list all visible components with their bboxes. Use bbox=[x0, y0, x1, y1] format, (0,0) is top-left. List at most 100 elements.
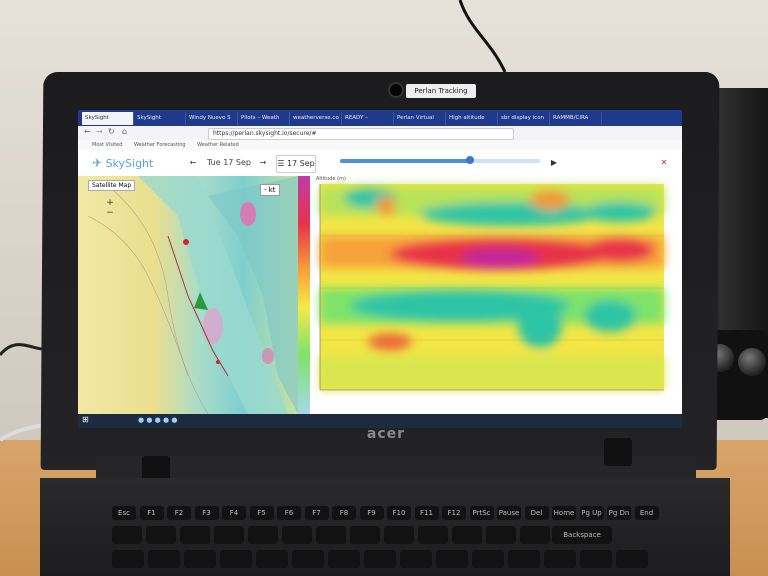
app-toolbar bbox=[78, 150, 682, 177]
key[interactable] bbox=[148, 550, 180, 568]
key[interactable]: Pause bbox=[497, 506, 521, 520]
browser-tab[interactable]: Pilots – Weath bbox=[238, 112, 290, 125]
key[interactable]: Home bbox=[552, 506, 576, 520]
units-button[interactable]: - kt bbox=[260, 184, 280, 196]
address-bar[interactable]: https://perlan.skysight.io/secure/# bbox=[208, 128, 514, 140]
taskbar-app-icons[interactable]: ● ● ● ● ● bbox=[138, 416, 178, 424]
key[interactable] bbox=[220, 550, 252, 568]
key[interactable] bbox=[292, 550, 324, 568]
calendar-button[interactable]: ☰ 17 Sep bbox=[276, 155, 316, 173]
key[interactable] bbox=[472, 550, 504, 568]
key[interactable] bbox=[214, 526, 244, 544]
browser-tab[interactable]: Windy Nuevo S bbox=[186, 112, 238, 125]
backspace-key[interactable]: Backspace bbox=[552, 526, 612, 544]
windows-start-icon[interactable]: ⊞ bbox=[82, 415, 89, 424]
forward-icon[interactable]: → bbox=[96, 127, 103, 136]
laptop-brand-logo: acer bbox=[366, 426, 406, 442]
key[interactable] bbox=[520, 526, 550, 544]
key[interactable] bbox=[184, 550, 216, 568]
next-day-button[interactable]: → bbox=[259, 158, 267, 167]
browser-tab[interactable]: SkySight bbox=[134, 112, 186, 125]
key[interactable] bbox=[282, 526, 312, 544]
bass-knob bbox=[738, 348, 766, 376]
key[interactable]: Del bbox=[524, 506, 549, 520]
key[interactable]: Pg Dn bbox=[607, 506, 631, 520]
key[interactable] bbox=[256, 550, 288, 568]
key[interactable]: F5 bbox=[249, 506, 274, 520]
key[interactable]: F12 bbox=[442, 506, 466, 520]
webcam-sticker: Perlan Tracking bbox=[406, 84, 476, 98]
satellite-map-button[interactable]: Satellite Map bbox=[88, 180, 136, 191]
date-label[interactable]: Tue 17 Sep bbox=[206, 158, 251, 167]
keyboard: Esc F1 F2 F3 F4 F5 F6 F7 F8 F9 F10 F11 F12 PrtSc Pause… bbox=[112, 506, 672, 576]
home-icon[interactable]: ⌂ bbox=[122, 127, 128, 136]
key[interactable]: F10 bbox=[387, 506, 411, 520]
key[interactable] bbox=[248, 526, 278, 544]
key[interactable] bbox=[112, 526, 142, 544]
reload-icon[interactable]: ↻ bbox=[108, 127, 115, 136]
key[interactable] bbox=[350, 526, 380, 544]
bookmark-most-visited[interactable]: Most Visited bbox=[92, 142, 123, 148]
color-scale bbox=[298, 176, 310, 414]
key[interactable] bbox=[436, 550, 468, 568]
map-canvas bbox=[78, 176, 298, 414]
key[interactable]: F1 bbox=[139, 506, 164, 520]
key[interactable] bbox=[364, 550, 396, 568]
key[interactable]: PrtSc bbox=[469, 506, 494, 520]
key[interactable]: F2 bbox=[167, 506, 191, 520]
key[interactable]: F7 bbox=[304, 506, 329, 520]
key[interactable] bbox=[508, 550, 540, 568]
key[interactable] bbox=[616, 550, 648, 568]
key[interactable] bbox=[146, 526, 176, 544]
close-icon[interactable]: ✕ bbox=[660, 158, 668, 167]
hinge-right bbox=[604, 438, 632, 466]
key[interactable] bbox=[180, 526, 210, 544]
key[interactable]: F9 bbox=[359, 506, 384, 520]
key[interactable] bbox=[328, 550, 360, 568]
glider-icon: ✈ bbox=[92, 156, 103, 170]
key[interactable] bbox=[384, 526, 414, 544]
key[interactable] bbox=[486, 526, 516, 544]
key[interactable] bbox=[400, 550, 432, 568]
prev-day-button[interactable]: ← bbox=[189, 158, 197, 167]
zoom-out-button[interactable]: − bbox=[106, 208, 114, 218]
skysight-logo: ✈ SkySight bbox=[92, 156, 154, 170]
bookmarks-bar: Most Visited Weather Forecasting Weather… bbox=[78, 140, 682, 150]
key[interactable]: F8 bbox=[332, 506, 356, 520]
time-slider[interactable] bbox=[340, 156, 540, 164]
play-icon[interactable]: ▶ bbox=[550, 158, 558, 167]
browser-tab-bar bbox=[78, 110, 682, 126]
key[interactable] bbox=[316, 526, 346, 544]
cross-section-chart[interactable]: Altitude (m) bbox=[310, 176, 682, 414]
browser-tab[interactable]: SkySight bbox=[82, 112, 134, 125]
browser-tab[interactable]: Perlan Virtual bbox=[394, 112, 446, 125]
key[interactable]: F4 bbox=[222, 506, 246, 520]
time-slider-handle[interactable] bbox=[466, 156, 474, 164]
zoom-in-button[interactable]: + bbox=[106, 198, 114, 208]
bookmark-weather-related[interactable]: Weather Related bbox=[197, 142, 239, 148]
browser-tab[interactable]: sbr display icon bbox=[498, 112, 550, 125]
key[interactable] bbox=[580, 550, 612, 568]
key[interactable]: End bbox=[634, 506, 659, 520]
chart-title: Altitude (m) bbox=[316, 176, 346, 182]
menu-icon: ☰ bbox=[277, 159, 287, 168]
key[interactable]: F11 bbox=[414, 506, 439, 520]
browser-tab[interactable]: RAMMB/CIRA bbox=[550, 112, 602, 125]
browser-tab[interactable]: weatherverse.co bbox=[290, 112, 342, 125]
time-slider-fill bbox=[340, 159, 470, 163]
windows-taskbar: ⊞ ● ● ● ● ● bbox=[78, 414, 682, 428]
key[interactable]: F3 bbox=[194, 506, 219, 520]
bookmark-weather-forecasting[interactable]: Weather Forecasting bbox=[134, 142, 186, 148]
key[interactable]: Pg Up bbox=[579, 506, 604, 520]
key[interactable] bbox=[452, 526, 482, 544]
key[interactable] bbox=[112, 550, 144, 568]
key[interactable] bbox=[544, 550, 576, 568]
key[interactable]: Esc bbox=[112, 506, 136, 520]
laptop-hinge bbox=[96, 456, 696, 482]
map-panel[interactable]: Satellite Map + − - kt bbox=[78, 176, 298, 414]
browser-tab[interactable]: READY – bbox=[342, 112, 394, 125]
key[interactable]: F6 bbox=[277, 506, 301, 520]
browser-tab[interactable]: High altitude bbox=[446, 112, 498, 125]
back-icon[interactable]: ← bbox=[84, 127, 91, 136]
key[interactable] bbox=[418, 526, 448, 544]
